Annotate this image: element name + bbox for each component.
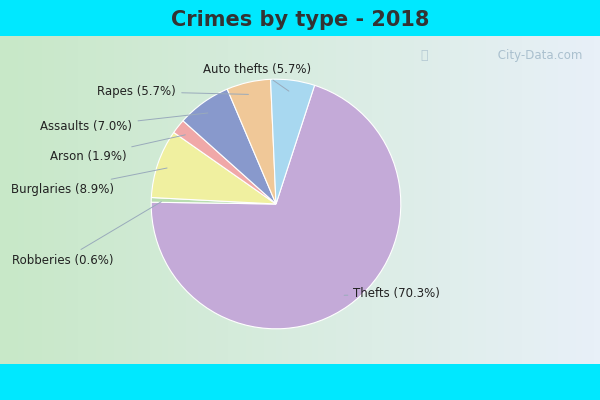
Text: Auto thefts (5.7%): Auto thefts (5.7%): [203, 63, 311, 91]
Text: Thefts (70.3%): Thefts (70.3%): [344, 287, 440, 300]
Text: City-Data.com: City-Data.com: [494, 49, 582, 62]
Wedge shape: [151, 132, 276, 204]
Text: ⦿: ⦿: [420, 49, 427, 62]
Text: Burglaries (8.9%): Burglaries (8.9%): [11, 168, 167, 196]
Wedge shape: [227, 79, 276, 204]
Wedge shape: [271, 79, 314, 204]
Text: Robberies (0.6%): Robberies (0.6%): [12, 202, 161, 267]
Text: Crimes by type - 2018: Crimes by type - 2018: [171, 10, 429, 30]
Text: Arson (1.9%): Arson (1.9%): [50, 135, 185, 163]
Wedge shape: [183, 89, 276, 204]
Wedge shape: [174, 121, 276, 204]
Text: Rapes (5.7%): Rapes (5.7%): [97, 85, 248, 98]
Text: Assaults (7.0%): Assaults (7.0%): [40, 113, 208, 133]
Wedge shape: [151, 85, 401, 329]
Wedge shape: [151, 198, 276, 204]
